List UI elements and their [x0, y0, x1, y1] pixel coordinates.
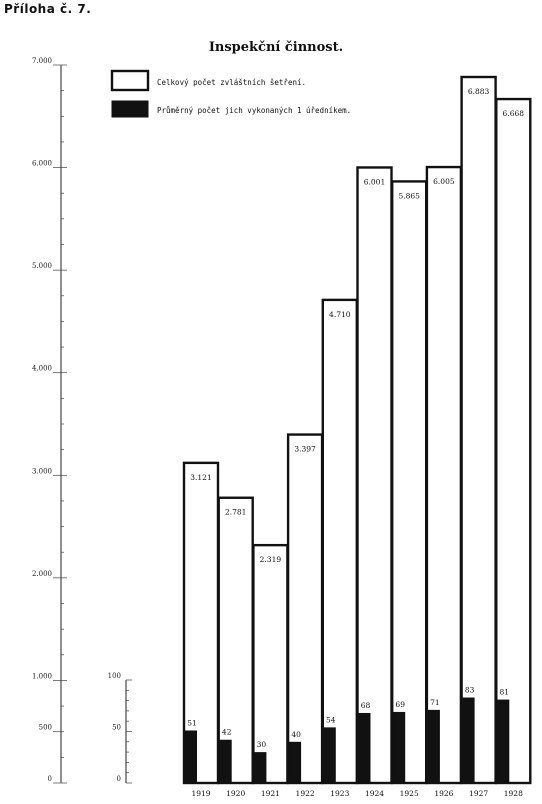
- appendix-label: Příloha č. 7.: [4, 2, 92, 16]
- right-axis-tick-label: 50: [112, 724, 121, 732]
- total-bar: [425, 165, 463, 785]
- total-bar: [495, 97, 532, 785]
- year-label: 1919: [191, 789, 210, 798]
- legend-average-swatch: [111, 100, 149, 118]
- year-label: 1923: [330, 789, 349, 798]
- average-bar-label: 81: [500, 688, 510, 697]
- total-bar-label: 5.865: [398, 191, 420, 200]
- total-bar-label: 6.883: [468, 87, 490, 96]
- total-bar-label: 6.668: [503, 109, 525, 118]
- left-axis-tick-label: 4.000: [32, 365, 52, 373]
- legend-total-label: Celkový počet zvláštních šetření.: [157, 78, 306, 87]
- year-label: 1924: [365, 789, 384, 798]
- total-bar-label: 6.005: [433, 177, 455, 186]
- average-bar: [253, 752, 267, 783]
- total-bar-label: 3.121: [190, 473, 211, 482]
- total-bar: [460, 75, 497, 785]
- legend-total-swatch: [110, 69, 150, 92]
- total-bar-label: 3.397: [294, 445, 316, 454]
- left-axis-tick-label: 0: [48, 775, 52, 783]
- average-bar: [218, 739, 232, 783]
- right-axis-tick-label: 0: [117, 775, 121, 783]
- left-axis-tick-label: 7.000: [32, 57, 52, 65]
- total-bar-label: 4.710: [329, 310, 351, 319]
- average-bar-label: 68: [361, 701, 371, 710]
- legend-average-label: Průměrný počet jich vykonaných 1 úředník…: [157, 106, 351, 115]
- total-bar: [286, 433, 324, 785]
- left-axis-tick-label: 3.000: [32, 467, 52, 475]
- average-bar-label: 69: [395, 700, 405, 709]
- year-label: 1926: [434, 789, 453, 798]
- left-axis-tick-label: 1.000: [32, 672, 52, 680]
- average-bar-label: 30: [257, 740, 267, 749]
- year-label: 1928: [504, 789, 523, 798]
- average-bar: [461, 697, 475, 783]
- average-bar-label: 54: [326, 715, 336, 724]
- year-label: 1922: [296, 789, 315, 798]
- total-bar-label: 2.319: [260, 555, 282, 564]
- year-label: 1925: [400, 789, 419, 798]
- left-axis-tick-label: 5.000: [32, 262, 52, 270]
- total-bar: [217, 496, 254, 785]
- total-bar: [252, 543, 289, 785]
- total-bar-label: 6.001: [364, 177, 385, 186]
- average-bar-label: 51: [187, 718, 197, 727]
- total-bar: [182, 461, 220, 785]
- average-bar: [184, 730, 197, 783]
- right-axis-tick-label: 100: [108, 672, 121, 680]
- average-bar-label: 40: [291, 730, 301, 739]
- total-bar: [356, 166, 393, 785]
- total-bar: [391, 180, 428, 785]
- average-bar: [496, 699, 510, 783]
- average-bar: [357, 712, 371, 783]
- chart-title: Inspekční činnost.: [208, 40, 344, 55]
- year-label: 1920: [226, 789, 245, 798]
- left-axis-tick-label: 6.000: [32, 160, 52, 168]
- average-bar-label: 42: [222, 728, 232, 737]
- year-label: 1927: [469, 789, 488, 798]
- left-axis-tick-label: 500: [39, 724, 52, 732]
- average-bar: [322, 727, 336, 783]
- year-label: 1921: [261, 789, 280, 798]
- average-bar: [426, 709, 440, 783]
- average-bar-label: 83: [465, 686, 475, 695]
- total-bar-label: 2.781: [225, 508, 246, 517]
- total-bar: [321, 298, 358, 785]
- average-bar-label: 71: [430, 698, 440, 707]
- average-bar: [392, 711, 406, 783]
- average-bar: [288, 741, 302, 783]
- left-axis-tick-label: 2.000: [32, 570, 52, 578]
